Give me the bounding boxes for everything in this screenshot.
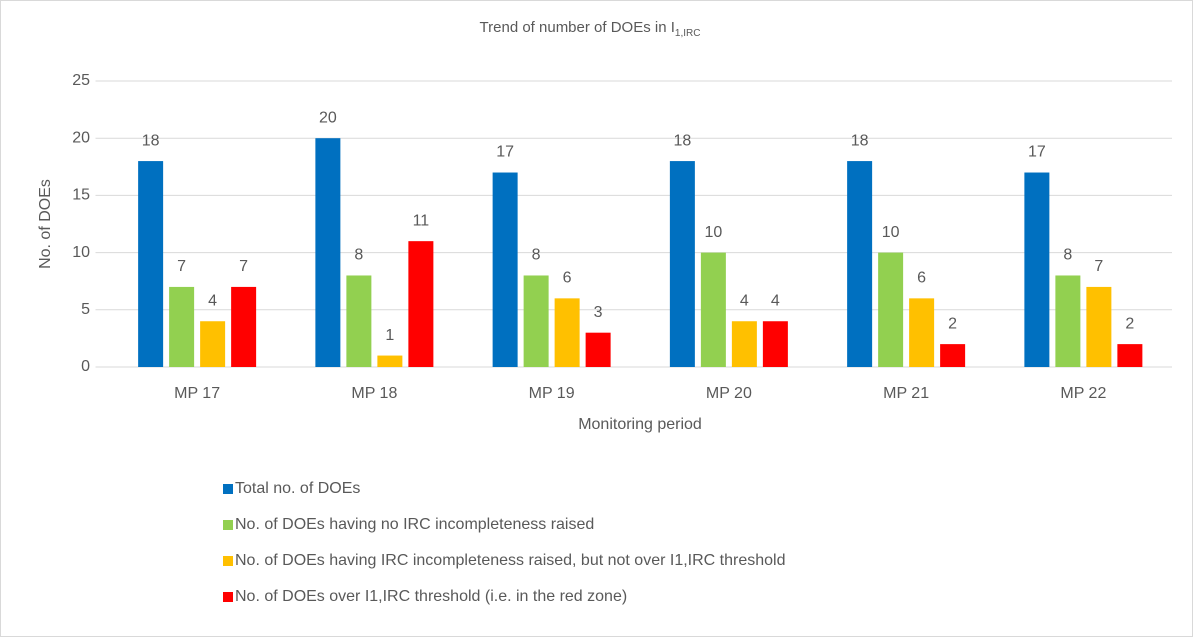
title-main: Trend of number of DOEs in I [480, 19, 675, 36]
y-tick-label: 5 [81, 301, 90, 318]
data-label: 2 [1125, 315, 1134, 332]
data-label: 4 [208, 292, 217, 309]
bar [847, 161, 873, 367]
bar [1117, 344, 1143, 367]
legend-label: No. of DOEs having no IRC incompleteness… [235, 516, 594, 533]
y-tick-label: 20 [72, 129, 90, 146]
bar [731, 321, 757, 367]
x-tick-label: MP 20 [706, 385, 752, 402]
bar [554, 298, 580, 367]
bar [1086, 286, 1112, 367]
data-label: 8 [354, 247, 363, 264]
legend-swatch [223, 520, 233, 530]
bar [585, 332, 611, 367]
bar [700, 252, 726, 367]
bar [138, 161, 164, 367]
data-label: 2 [948, 315, 957, 332]
y-axis-label: No. of DOEs [37, 179, 54, 269]
legend-label: No. of DOEs over I1,IRC threshold (i.e. … [235, 588, 627, 605]
x-tick-label: MP 17 [174, 385, 220, 402]
bar [346, 275, 372, 367]
legend-swatch [223, 556, 233, 566]
data-label: 10 [704, 224, 722, 241]
bar [1024, 172, 1050, 367]
bar [315, 138, 341, 367]
x-tick-label: MP 19 [529, 385, 575, 402]
data-label: 6 [563, 270, 572, 287]
bar [909, 298, 935, 367]
legend-label: No. of DOEs having IRC incompleteness ra… [235, 552, 785, 569]
data-label: 8 [1063, 247, 1072, 264]
data-label: 18 [851, 132, 869, 149]
bar [669, 161, 695, 367]
data-label: 4 [740, 292, 749, 309]
data-label: 17 [1028, 144, 1046, 161]
data-label: 8 [532, 247, 541, 264]
data-label: 3 [594, 304, 603, 321]
data-label: 7 [239, 258, 248, 275]
y-tick-label: 0 [81, 358, 90, 375]
data-label: 17 [496, 144, 514, 161]
title-subscript: 1,IRC [675, 28, 701, 39]
y-tick-label: 25 [72, 72, 90, 89]
x-axis-label: Monitoring period [578, 416, 702, 433]
chart-title: Trend of number of DOEs in I1,IRC [480, 19, 701, 39]
y-tick-label: 15 [72, 187, 90, 204]
data-label: 7 [1094, 258, 1103, 275]
bar [200, 321, 226, 367]
x-tick-label: MP 22 [1060, 385, 1106, 402]
legend-label: Total no. of DOEs [235, 480, 360, 497]
data-label: 7 [177, 258, 186, 275]
data-label: 18 [142, 132, 160, 149]
data-label: 1 [385, 327, 394, 344]
bar [408, 241, 434, 367]
bar [231, 286, 257, 367]
data-label: 4 [771, 292, 780, 309]
data-label: 18 [673, 132, 691, 149]
bar [762, 321, 788, 367]
legend-swatch [223, 592, 233, 602]
bar [1055, 275, 1081, 367]
bar [523, 275, 549, 367]
x-tick-label: MP 18 [351, 385, 397, 402]
bar [169, 286, 195, 367]
bar [377, 355, 403, 367]
legend-swatch [223, 484, 233, 494]
data-label: 6 [917, 270, 926, 287]
bar [940, 344, 966, 367]
y-tick-label: 10 [72, 244, 90, 261]
data-label: 20 [319, 109, 337, 126]
bar [492, 172, 518, 367]
data-label: 10 [882, 224, 900, 241]
x-tick-label: MP 21 [883, 385, 929, 402]
bar [878, 252, 904, 367]
data-label: 11 [413, 212, 430, 229]
